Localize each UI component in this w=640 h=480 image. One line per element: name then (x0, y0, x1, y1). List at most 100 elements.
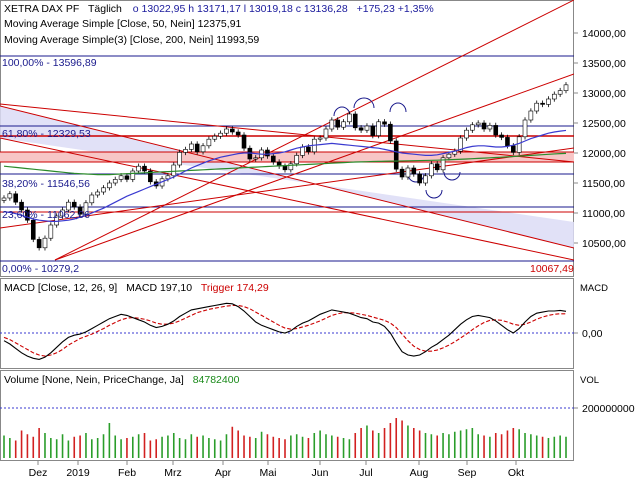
volume-bars (3, 418, 567, 458)
candle-body (19, 201, 24, 211)
candle-body (124, 175, 130, 180)
fib-618-label: 61,80% - 12329,53 (2, 128, 91, 140)
candle-body (89, 194, 95, 204)
volume-header: Volume [None, Nein, PriceChange, Ja] 847… (4, 374, 240, 386)
candle-body (66, 201, 71, 211)
candle-body (253, 157, 259, 160)
candle-body (112, 179, 118, 184)
x-tick-label: Okt (508, 467, 524, 479)
y-tick-label: 14000,00 (582, 28, 626, 40)
candle-body (212, 135, 218, 140)
candle-body (511, 145, 516, 153)
candle-body (540, 102, 545, 105)
ma200-legend-text: Moving Average Simple(3) [Close, 200, Ne… (4, 34, 259, 46)
candle-body (83, 202, 89, 215)
ma50-line (3, 129, 567, 222)
candle-body (440, 157, 446, 171)
candle-body (534, 102, 540, 112)
price-y-axis: 10500,00 11000,00 11500,00 12000,00 12500,00… (574, 28, 626, 250)
candle-body (42, 237, 48, 249)
candle-body (230, 128, 235, 133)
candle-body (171, 164, 177, 177)
candle-body (458, 137, 463, 152)
ma50-legend: Moving Average Simple [Close, 50, Nein] … (4, 18, 242, 30)
x-tick-label: Jun (312, 467, 329, 479)
candle-body (265, 149, 270, 157)
candle-body (107, 182, 112, 189)
candle-body (376, 121, 381, 136)
candle-body (142, 165, 147, 172)
candle-body (294, 155, 300, 165)
candle-body (546, 98, 551, 105)
candle-body (177, 152, 182, 166)
y-tick-label: 13500,00 (582, 58, 626, 70)
candle-body (317, 137, 323, 140)
candle-body (235, 131, 241, 136)
macd-zero-label: 0,00 (582, 328, 603, 340)
candle-body (522, 119, 528, 138)
candle-body (405, 167, 411, 178)
candle-body (399, 168, 405, 178)
candle-body (130, 170, 136, 180)
candle-body (481, 122, 487, 130)
y-tick-label: 11500,00 (582, 178, 625, 190)
candle-body (464, 129, 469, 139)
fib-100-label: 100,00% - 13596,89 (2, 57, 97, 69)
inv-shoulder-right (443, 171, 461, 181)
candle-body (429, 163, 434, 177)
channel-line-b (0, 137, 574, 261)
candle-body (551, 93, 557, 100)
inv-head (425, 189, 443, 199)
volume-tick-label: 200000000 (582, 403, 635, 415)
candle-body (470, 124, 475, 131)
candle-body (48, 224, 54, 239)
candle-body (341, 121, 346, 128)
candle-body (528, 110, 534, 121)
macd-axis-title: MACD (580, 283, 608, 294)
candle-body (487, 125, 493, 130)
candle-body (446, 153, 452, 159)
y-tick-label: 10500,00 (582, 238, 626, 250)
candle-body (499, 134, 504, 138)
candle-body (270, 155, 276, 163)
candle-body (411, 167, 417, 175)
head-arc (353, 97, 375, 109)
candle-body (54, 215, 59, 226)
channel-line-a (0, 103, 574, 163)
candle-body (563, 84, 569, 91)
y-tick-label: 12000,00 (582, 148, 626, 160)
header-line: XETRA DAX PF Täglich o 13022,95 h 13171,… (4, 3, 434, 15)
candle-body (557, 90, 563, 95)
y-tick-label: 11000,00 (582, 208, 625, 220)
candle-body (7, 193, 13, 199)
candle-body (36, 239, 42, 249)
candle-body (101, 187, 106, 193)
candle-body (194, 143, 200, 153)
candle-body (71, 201, 77, 208)
up-trend-line-2 (54, 73, 574, 261)
candle-body (516, 136, 522, 153)
candle-body (148, 170, 153, 183)
macd-panel (0, 278, 574, 369)
x-tick-label: 2019 (66, 467, 90, 479)
volume-axis-title: VOL (580, 375, 599, 386)
candle-body (13, 193, 19, 203)
candle-body (493, 125, 499, 136)
candle-body (434, 163, 440, 171)
candle-body (347, 113, 352, 123)
candle-body (206, 138, 212, 147)
fib-236-label: 23,60% - 11062,06 (2, 209, 90, 221)
x-tick-label: Mai (260, 467, 277, 479)
volume-panel (0, 370, 574, 461)
candle-body (382, 121, 387, 125)
macd-header: MACD [Close, 12, 26, 9] MACD 197,10 Trig… (4, 282, 269, 294)
fib-382-label: 38,20% - 11546,56 (2, 178, 90, 190)
candle-body (183, 149, 188, 153)
candle-body (358, 127, 364, 131)
macd-line (3, 302, 567, 360)
candle-body (282, 165, 288, 171)
resistance-zone (0, 152, 574, 162)
candle-body (30, 219, 36, 240)
